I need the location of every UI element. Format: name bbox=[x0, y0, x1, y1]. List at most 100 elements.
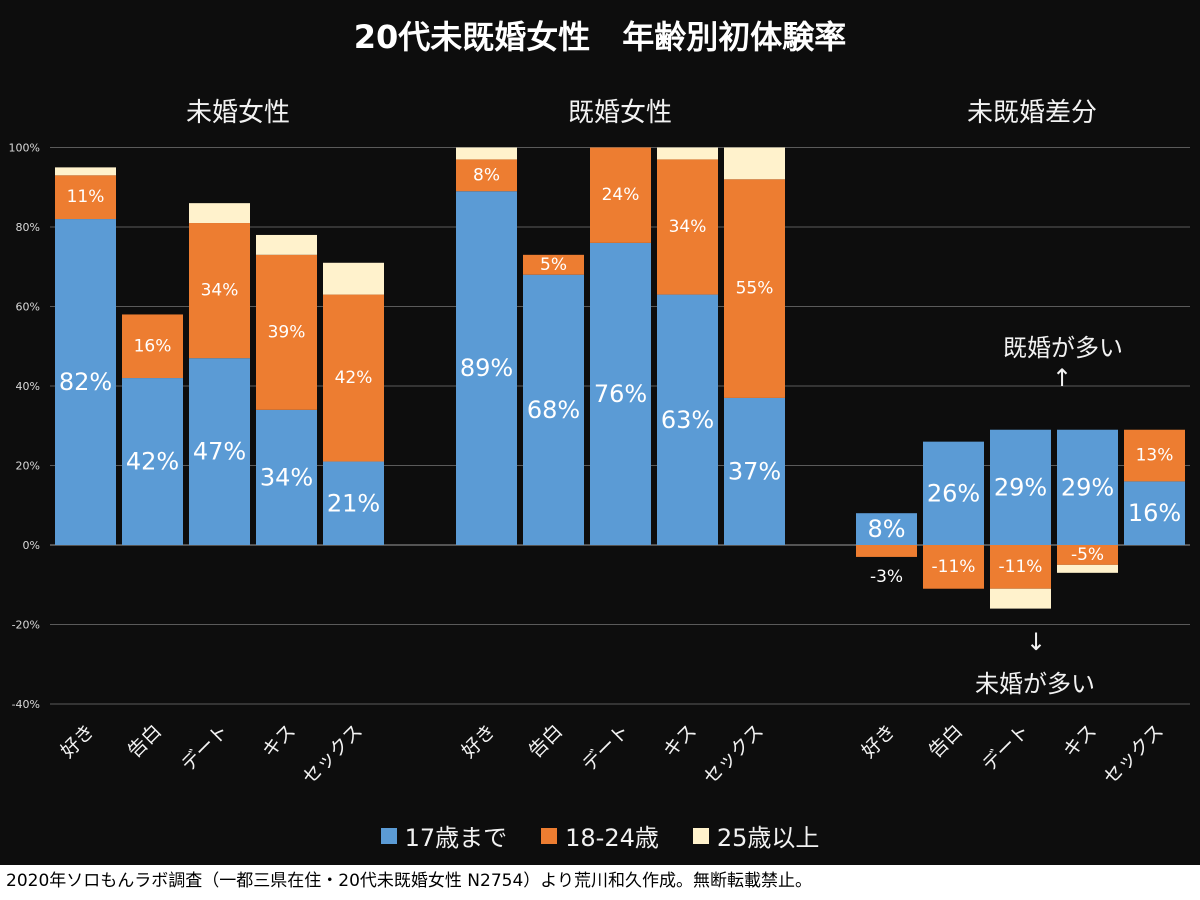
bar-chart-plot: 100% 80% 60% 40% 20% 0% -20% -40% 82% 11% 好き 42% 16%… bbox=[9, 142, 1190, 789]
chart-area: 20代未既婚女性 年齢別初体験率 未婚女性 既婚女性 未既婚差分 100% 80%… bbox=[0, 0, 1200, 865]
data-label: -3% bbox=[870, 567, 903, 587]
bar-segment bbox=[323, 262, 384, 295]
bar-segment bbox=[256, 254, 317, 410]
y-tick-label: 0% bbox=[23, 539, 40, 552]
bar-segment bbox=[923, 441, 984, 545]
data-label: 29% bbox=[1061, 473, 1114, 501]
bar-segment bbox=[990, 429, 1051, 545]
bar-segment bbox=[323, 461, 384, 545]
y-tick-label: 100% bbox=[9, 142, 40, 155]
legend-label-18-24: 18-24歳 bbox=[565, 824, 659, 852]
data-label: 24% bbox=[602, 185, 640, 205]
bar-segment bbox=[456, 159, 517, 192]
bar-segment bbox=[256, 409, 317, 545]
x-category-label: 好き bbox=[858, 720, 900, 762]
legend-item-18-24: 18-24歳 bbox=[541, 818, 659, 853]
data-label: 37% bbox=[728, 457, 781, 485]
y-tick-label: 40% bbox=[16, 380, 40, 393]
bar-segment bbox=[122, 314, 183, 379]
data-label: 29% bbox=[994, 473, 1047, 501]
legend-swatch-25plus bbox=[692, 827, 709, 844]
bar-segment bbox=[990, 588, 1051, 609]
data-label: 21% bbox=[327, 489, 380, 517]
bar-segment bbox=[456, 147, 517, 160]
x-category-label: キス bbox=[659, 720, 701, 762]
legend-label-under17: 17歳まで bbox=[404, 824, 508, 852]
data-label: 16% bbox=[1128, 499, 1181, 527]
bar-segment bbox=[323, 294, 384, 462]
x-category-label: キス bbox=[258, 720, 300, 762]
bar-segment bbox=[590, 147, 651, 243]
x-category-label: 好き bbox=[57, 720, 99, 762]
bar-segment bbox=[1057, 545, 1118, 565]
data-label: 42% bbox=[335, 368, 373, 388]
data-label: 55% bbox=[736, 279, 774, 299]
x-category-label: 告白 bbox=[124, 720, 166, 762]
bar-segment bbox=[990, 545, 1051, 589]
bar-segment bbox=[189, 223, 250, 359]
footer-note: 2020年ソロもんラボ調査（一都三県在住・20代未既婚女性 N2754）より荒川… bbox=[6, 871, 812, 891]
bar-segment bbox=[189, 358, 250, 545]
bar-segment bbox=[1057, 429, 1118, 545]
bar-segment bbox=[724, 179, 785, 398]
down-arrow-icon: ↓ bbox=[1025, 628, 1047, 656]
x-category-label: デート bbox=[978, 720, 1034, 776]
data-label: 63% bbox=[661, 406, 714, 434]
x-category-label: キス bbox=[1059, 720, 1101, 762]
legend: 17歳まで 18-24歳 25歳以上 bbox=[0, 818, 1200, 853]
legend-swatch-under17 bbox=[380, 827, 397, 844]
data-label: 26% bbox=[927, 479, 980, 507]
data-label: 68% bbox=[527, 396, 580, 424]
data-label: 39% bbox=[268, 322, 306, 342]
group-title-married: 既婚女性 bbox=[567, 98, 672, 128]
data-label: -11% bbox=[999, 557, 1043, 577]
bar-segment bbox=[456, 191, 517, 545]
bar-segment bbox=[189, 203, 250, 224]
bar-segment bbox=[923, 545, 984, 589]
annotation-more-married: 既婚が多い bbox=[1003, 334, 1123, 362]
data-label: 13% bbox=[1136, 446, 1174, 466]
bar-segment bbox=[1124, 481, 1185, 545]
group-title-difference: 未既婚差分 bbox=[966, 98, 1097, 128]
bar-segment bbox=[1057, 564, 1118, 573]
bar-segment bbox=[657, 147, 718, 160]
up-arrow-icon: ↑ bbox=[1051, 364, 1073, 392]
data-label: 34% bbox=[201, 281, 239, 301]
bar-segment bbox=[724, 147, 785, 180]
bar-segment bbox=[55, 167, 116, 176]
data-label: 11% bbox=[67, 187, 105, 207]
bar-segment bbox=[523, 274, 584, 545]
bar-segment bbox=[724, 397, 785, 545]
bar-segment bbox=[523, 254, 584, 275]
annotation-more-unmarried: 未婚が多い bbox=[975, 670, 1095, 698]
data-label: 34% bbox=[669, 217, 707, 237]
data-label: 34% bbox=[260, 463, 313, 491]
x-category-label: 好き bbox=[458, 720, 500, 762]
y-tick-label: -40% bbox=[12, 698, 40, 711]
data-label: -11% bbox=[932, 557, 976, 577]
x-category-label: デート bbox=[578, 720, 634, 776]
data-label: 16% bbox=[134, 336, 172, 356]
data-label: 42% bbox=[126, 448, 179, 476]
bar-segment bbox=[657, 159, 718, 295]
data-label: 8% bbox=[867, 515, 905, 543]
x-category-label: セックス bbox=[298, 720, 367, 789]
bar-segment bbox=[856, 545, 917, 557]
y-tick-label: -20% bbox=[12, 619, 40, 632]
bar-segment bbox=[1124, 429, 1185, 482]
data-label: 5% bbox=[540, 255, 567, 275]
y-tick-label: 80% bbox=[16, 221, 40, 234]
bar-segment bbox=[856, 513, 917, 545]
bar-segment bbox=[55, 219, 116, 546]
x-category-label: 告白 bbox=[925, 720, 967, 762]
legend-item-under17: 17歳まで bbox=[380, 818, 508, 853]
y-tick-label: 20% bbox=[16, 460, 40, 473]
data-label: 8% bbox=[473, 165, 500, 185]
data-label: 76% bbox=[594, 380, 647, 408]
group-title-unmarried: 未婚女性 bbox=[185, 98, 290, 128]
bar-segment bbox=[55, 175, 116, 220]
x-category-label: 告白 bbox=[525, 720, 567, 762]
data-label: 82% bbox=[59, 368, 112, 396]
data-label: 47% bbox=[193, 438, 246, 466]
bar-segment bbox=[590, 242, 651, 545]
